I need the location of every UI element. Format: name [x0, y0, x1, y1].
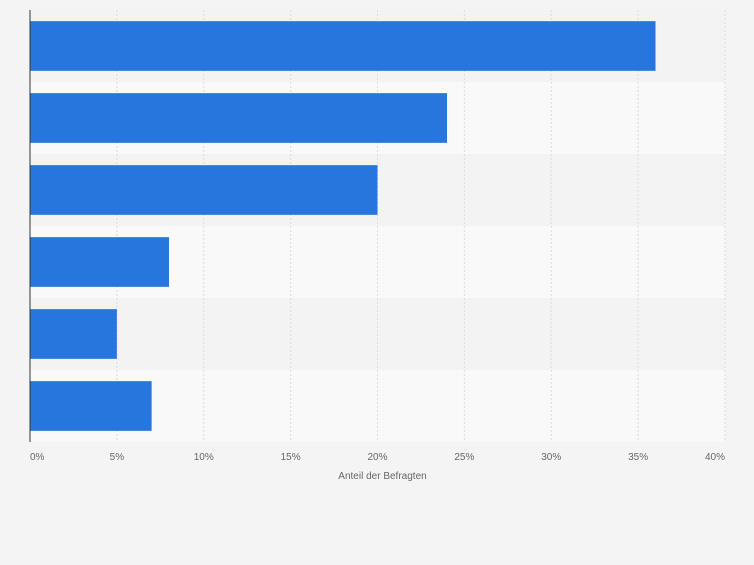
bar-3: [30, 165, 378, 215]
x-tick-label: 10%: [194, 452, 214, 463]
x-tick-label: 25%: [454, 452, 474, 463]
x-tick-label: 5%: [110, 452, 125, 463]
gridlines: [116, 10, 726, 442]
x-tick-label: 15%: [281, 452, 301, 463]
x-tick-label: 20%: [367, 452, 387, 463]
bar-6: [30, 381, 152, 431]
x-tick-label: 40%: [705, 452, 725, 463]
x-tick-label: 0%: [30, 452, 45, 463]
bar-4: [30, 237, 169, 287]
x-tick-label: 35%: [628, 452, 648, 463]
x-tick-label: 30%: [541, 452, 561, 463]
bar-1: [30, 21, 656, 71]
bar-2: [30, 93, 447, 143]
x-tick-labels: 0% 5% 10% 15% 20% 25% 30% 35% 40%: [30, 452, 725, 463]
bar-5: [30, 309, 117, 359]
bars: [30, 21, 656, 431]
x-axis-label: Anteil der Befragten: [338, 471, 426, 482]
